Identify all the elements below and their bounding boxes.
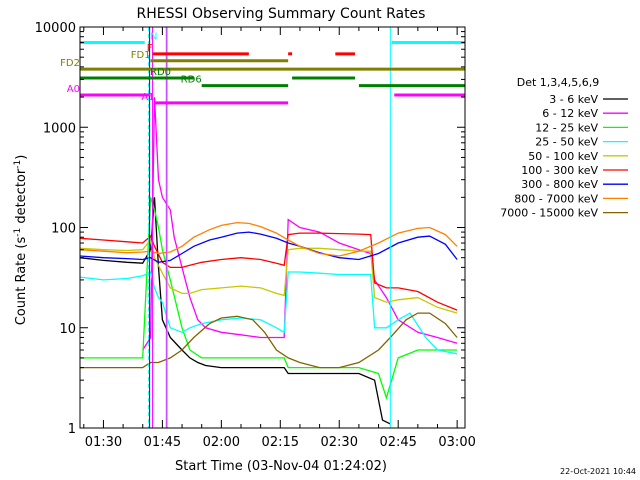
y-tick-label-1: 10 xyxy=(59,322,76,337)
flag-label-a1: A1 xyxy=(141,92,154,103)
series-line-0 xyxy=(79,197,391,425)
flag-label-a0: A0 xyxy=(67,84,80,95)
y-axis-label-sup1: -1 xyxy=(13,228,23,237)
series-line-1 xyxy=(142,97,458,351)
y-axis-label-sup2: -1 xyxy=(13,160,23,169)
legend-label-3: 25 - 50 keV xyxy=(535,136,598,149)
svg-text:Count Rate (s-1 detector-1): Count Rate (s-1 detector-1) xyxy=(13,155,29,326)
series-line-5 xyxy=(79,232,458,311)
x-tick-label-1: 01:45 xyxy=(144,435,181,450)
x-tick-label-4: 02:30 xyxy=(321,435,358,450)
legend-label-0: 3 - 6 keV xyxy=(549,93,598,106)
legend-label-4: 50 - 100 keV xyxy=(528,150,598,163)
y-tick-label-3: 1000 xyxy=(43,121,76,136)
x-tick-label-2: 02:00 xyxy=(203,435,240,450)
y-axis-label-mid: detector xyxy=(14,168,29,228)
x-tick-label-5: 02:45 xyxy=(379,435,416,450)
flag-label-n: N xyxy=(150,32,157,43)
series-line-7 xyxy=(79,221,458,257)
series-line-8 xyxy=(79,312,458,369)
legend-label-5: 100 - 300 keV xyxy=(521,164,598,177)
series-line-3 xyxy=(79,271,458,355)
y-tick-label-4: 10000 xyxy=(35,21,76,36)
legend-title: Det 1,3,4,5,6,9 xyxy=(517,76,600,89)
legend-label-8: 7000 - 15000 keV xyxy=(500,207,598,220)
flag-label-rd0: RD0 xyxy=(150,67,171,78)
flag-label-fd2: FD2 xyxy=(60,58,80,69)
y-axis-label-end: ) xyxy=(14,155,29,160)
flag-label-f: F xyxy=(147,43,153,54)
chart-title: RHESSI Observing Summary Count Rates xyxy=(137,6,426,22)
flag-label-rd6: RD6 xyxy=(181,75,202,86)
x-axis-label: Start Time (03-Nov-04 01:24:02) xyxy=(175,459,387,474)
legend-label-7: 800 - 7000 keV xyxy=(514,192,598,205)
y-axis-label: Count Rate (s-1 detector-1) xyxy=(13,155,29,326)
x-tick-label-6: 03:00 xyxy=(438,435,475,450)
legend-label-2: 12 - 25 keV xyxy=(535,121,598,134)
x-tick-label-3: 02:15 xyxy=(262,435,299,450)
legend-label-6: 300 - 800 keV xyxy=(521,178,598,191)
timestamp: 22-Oct-2021 10:44 xyxy=(560,467,636,476)
flag-label-fd1: FD1 xyxy=(131,50,151,61)
legend-label-1: 6 - 12 keV xyxy=(542,107,598,120)
y-axis-label-main: Count Rate (s xyxy=(14,237,29,326)
y-tick-label-2: 100 xyxy=(51,222,76,237)
series-line-2 xyxy=(79,197,458,400)
y-tick-label-0: 1 xyxy=(68,422,76,437)
x-tick-label-0: 01:30 xyxy=(85,435,122,450)
series-line-6 xyxy=(79,231,458,263)
